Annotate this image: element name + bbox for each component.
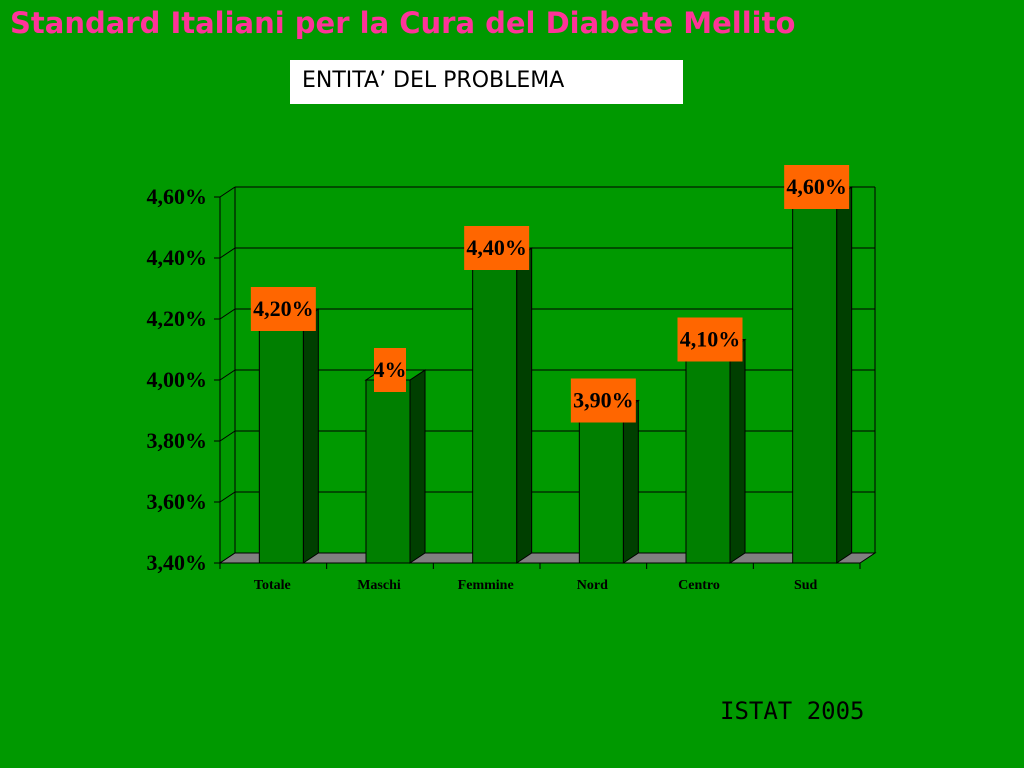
data-label-4: 4,10% bbox=[680, 327, 741, 352]
bar-side-5 bbox=[836, 186, 853, 564]
category-label-1: Maschi bbox=[357, 578, 401, 593]
data-label-3: 3,90% bbox=[573, 388, 634, 413]
data-label-box-5 bbox=[784, 165, 850, 209]
category-label-3: Nord bbox=[577, 578, 608, 593]
bar-side-1 bbox=[409, 369, 426, 564]
ytick-label-4: 4,20% bbox=[147, 306, 208, 331]
data-label-5: 4,60% bbox=[786, 174, 847, 199]
data-label-box-2 bbox=[464, 226, 530, 270]
category-label-5: Sud bbox=[794, 578, 818, 593]
data-label-0: 4,20% bbox=[253, 296, 314, 321]
gridline-side-6 bbox=[219, 186, 236, 198]
bar-side-3 bbox=[622, 399, 639, 564]
bar-3 bbox=[578, 410, 624, 564]
ytick-label-6: 4,60% bbox=[147, 184, 208, 209]
data-label-box-4 bbox=[677, 317, 743, 362]
source-label: ISTAT 2005 bbox=[720, 697, 865, 725]
data-label-box-0 bbox=[250, 287, 316, 331]
data-label-1: 4% bbox=[374, 357, 407, 382]
ytick-label-0: 3,40% bbox=[147, 550, 208, 575]
gridline-side-5 bbox=[219, 247, 236, 259]
bar-1 bbox=[365, 379, 411, 564]
gridline-side-1 bbox=[219, 491, 236, 503]
category-label-4: Centro bbox=[678, 578, 720, 593]
gridline-side-4 bbox=[219, 308, 236, 320]
data-label-box-1 bbox=[374, 348, 406, 392]
ytick-label-3: 4,00% bbox=[147, 367, 208, 392]
bar-side-4 bbox=[729, 338, 746, 564]
subtitle-box: ENTITA’ DEL PROBLEMA bbox=[290, 60, 683, 104]
gridline-side-2 bbox=[219, 430, 236, 442]
gridline-side-3 bbox=[219, 369, 236, 381]
ytick-label-2: 3,80% bbox=[147, 428, 208, 453]
bar-0 bbox=[258, 318, 304, 564]
data-label-2: 4,40% bbox=[466, 235, 527, 260]
category-label-0: Totale bbox=[254, 578, 291, 593]
bar-side-2 bbox=[516, 247, 533, 564]
bar-2 bbox=[472, 257, 518, 564]
slide-title: Standard Italiani per la Cura del Diabet… bbox=[10, 6, 796, 40]
bar-5 bbox=[792, 196, 838, 564]
chart-floor bbox=[218, 552, 877, 564]
data-label-box-3 bbox=[570, 378, 636, 423]
category-label-2: Femmine bbox=[458, 578, 514, 593]
ytick-label-5: 4,40% bbox=[147, 245, 208, 270]
bar-4 bbox=[685, 349, 731, 564]
subtitle-text: ENTITA’ DEL PROBLEMA bbox=[302, 68, 565, 93]
ytick-label-1: 3,60% bbox=[147, 489, 208, 514]
bar-side-0 bbox=[302, 308, 319, 564]
